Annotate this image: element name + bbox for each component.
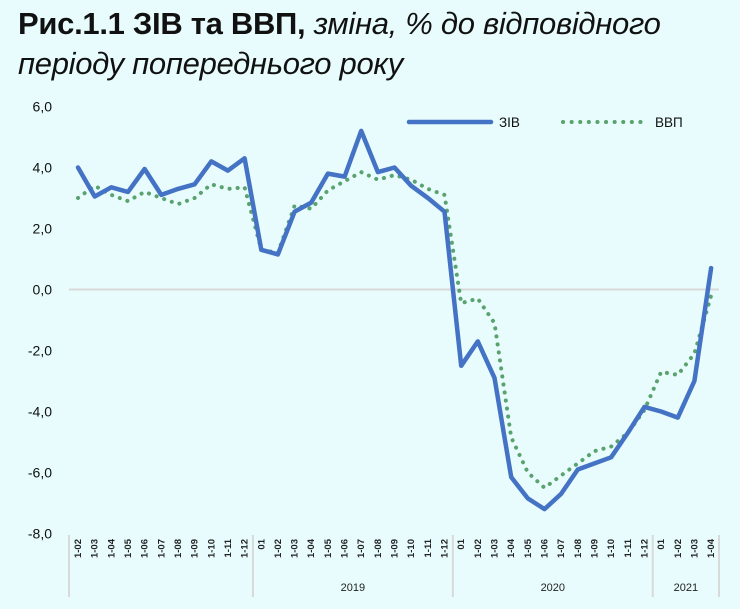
y-tick-label: -6,0: [28, 465, 52, 481]
x-tick-label: 1-05: [523, 538, 534, 558]
x-axis: 1-02 1-03 1-04 1-05 1-06 1-07 1-08 1-09 1-10 1-11…: [68, 535, 720, 597]
x-tick-label: 1-02: [473, 539, 484, 558]
x-tick-label: 1-03: [490, 539, 501, 558]
series-ziv-line: [75, 128, 714, 512]
x-tick-label: 1-02: [73, 539, 84, 558]
x-tick-label: 1-05: [123, 538, 134, 558]
series-layer: [75, 128, 714, 512]
x-tick-label: 1-04: [106, 538, 117, 558]
x-tick-label: 1-12: [240, 539, 251, 558]
x-tick-label: 1-07: [156, 539, 167, 558]
x-tick-label: 01: [456, 538, 467, 549]
y-tick-label: 6,0: [33, 99, 53, 115]
y-tick-label: 4,0: [33, 160, 53, 176]
x-tick-label: 1-12: [639, 539, 650, 558]
x-tick-label: 1-10: [206, 539, 217, 558]
x-tick-label: 1-03: [689, 539, 700, 558]
x-tick-label: 1-12: [440, 539, 451, 558]
x-tick-label: 1-02: [673, 539, 684, 558]
chart-title: Рис.1.1 ЗІВ та ВВП, зміна, % до відповід…: [18, 4, 738, 84]
y-tick-label: 0,0: [33, 282, 53, 298]
x-tick-label: 1-07: [356, 539, 367, 558]
x-tick-label: 1-03: [290, 539, 301, 558]
legend-ziv-label: ЗІВ: [499, 115, 520, 130]
x-tick-label: 1-10: [606, 539, 617, 558]
x-tick-label: 1-11: [423, 538, 434, 557]
x-tick-label: 1-02: [273, 539, 284, 558]
legend-vvp-label: ВВП: [655, 115, 683, 130]
x-tick-label: 1-06: [340, 539, 351, 558]
x-tick-label: 1-08: [173, 539, 184, 558]
year-label: 2020: [541, 582, 565, 594]
series-vvp-line: [76, 170, 714, 490]
x-tick-label: 1-08: [373, 539, 384, 558]
x-tick-label: 1-06: [539, 539, 550, 558]
x-tick-label: 1-11: [623, 538, 634, 557]
title-italic-line1: зміна, % до відповідного: [305, 6, 661, 41]
x-tick-label: 1-09: [190, 539, 201, 558]
x-tick-label: 01: [656, 538, 667, 549]
x-tick-label: 1-09: [390, 539, 401, 558]
y-axis: 6,0 4,0 2,0 0,0 -2,0 -4,0 -6,0 -8,0: [28, 99, 52, 542]
x-tick-label: 1-05: [323, 538, 334, 558]
x-tick-label: 1-04: [706, 538, 717, 558]
x-tick-label: 1-09: [589, 539, 600, 558]
y-tick-label: -8,0: [28, 526, 52, 542]
x-tick-label: 1-04: [506, 538, 517, 558]
legend: ЗІВ ВВП: [406, 115, 683, 130]
x-tick-label: 1-11: [223, 538, 234, 557]
x-tick-label: 1-03: [90, 539, 101, 558]
title-bold: Рис.1.1 ЗІВ та ВВП,: [18, 6, 306, 41]
x-tick-label: 01: [256, 538, 267, 549]
x-tick-label: 1-07: [556, 539, 567, 558]
year-label: 2019: [341, 582, 365, 594]
x-tick-label: 1-08: [573, 539, 584, 558]
x-tick-label: 1-04: [306, 538, 317, 558]
x-tick-label: 1-06: [140, 539, 151, 558]
x-tick-label: 1-10: [406, 539, 417, 558]
y-tick-label: 2,0: [33, 221, 53, 237]
y-tick-label: -2,0: [28, 343, 52, 359]
y-tick-label: -4,0: [28, 404, 52, 420]
year-label: 2021: [674, 582, 698, 594]
title-italic-line2: періоду попереднього року: [18, 46, 403, 81]
